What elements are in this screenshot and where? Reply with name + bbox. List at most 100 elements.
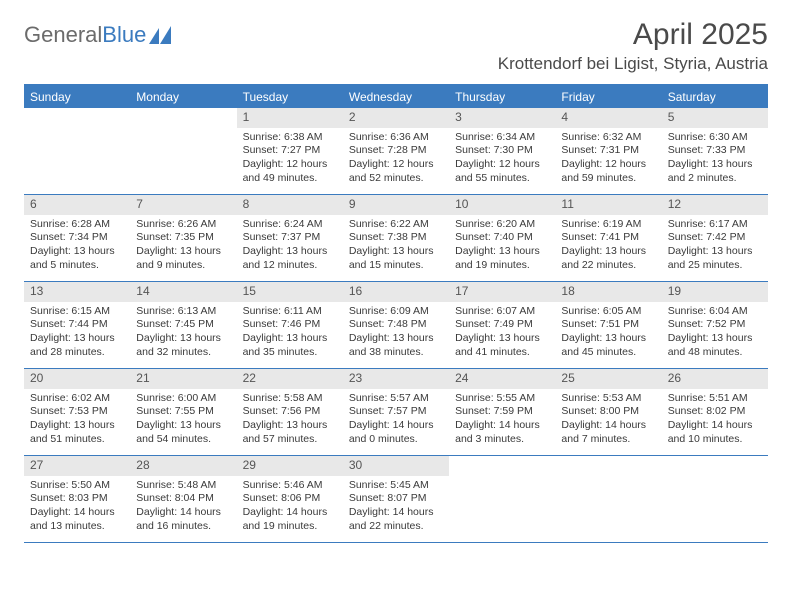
sunset-text: Sunset: 7:46 PM	[243, 318, 337, 332]
daylight1-text: Daylight: 14 hours	[349, 419, 443, 433]
day-number: 4	[555, 108, 661, 128]
sunrise-text: Sunrise: 6:22 AM	[349, 218, 443, 232]
week-row: 13Sunrise: 6:15 AMSunset: 7:44 PMDayligh…	[24, 282, 768, 369]
day-number: 28	[130, 456, 236, 476]
day-cell: 4Sunrise: 6:32 AMSunset: 7:31 PMDaylight…	[555, 108, 661, 194]
sunrise-text: Sunrise: 6:00 AM	[136, 392, 230, 406]
day-body: Sunrise: 6:34 AMSunset: 7:30 PMDaylight:…	[449, 128, 555, 190]
day-cell: 13Sunrise: 6:15 AMSunset: 7:44 PMDayligh…	[24, 282, 130, 368]
day-number: 25	[555, 369, 661, 389]
daylight2-text: and 19 minutes.	[455, 259, 549, 273]
sunrise-text: Sunrise: 6:34 AM	[455, 131, 549, 145]
day-cell	[130, 108, 236, 194]
day-cell: 17Sunrise: 6:07 AMSunset: 7:49 PMDayligh…	[449, 282, 555, 368]
day-number: 18	[555, 282, 661, 302]
day-number: 7	[130, 195, 236, 215]
daylight1-text: Daylight: 14 hours	[455, 419, 549, 433]
day-number: 19	[662, 282, 768, 302]
day-number: 27	[24, 456, 130, 476]
day-cell: 22Sunrise: 5:58 AMSunset: 7:56 PMDayligh…	[237, 369, 343, 455]
day-cell: 16Sunrise: 6:09 AMSunset: 7:48 PMDayligh…	[343, 282, 449, 368]
sunrise-text: Sunrise: 5:48 AM	[136, 479, 230, 493]
sunrise-text: Sunrise: 6:04 AM	[668, 305, 762, 319]
daylight2-text: and 49 minutes.	[243, 172, 337, 186]
sunrise-text: Sunrise: 6:32 AM	[561, 131, 655, 145]
daylight2-text: and 38 minutes.	[349, 346, 443, 360]
day-body: Sunrise: 6:05 AMSunset: 7:51 PMDaylight:…	[555, 302, 661, 364]
day-body: Sunrise: 6:36 AMSunset: 7:28 PMDaylight:…	[343, 128, 449, 190]
daylight2-text: and 5 minutes.	[30, 259, 124, 273]
daylight2-text: and 9 minutes.	[136, 259, 230, 273]
daylight1-text: Daylight: 13 hours	[243, 419, 337, 433]
sunrise-text: Sunrise: 6:11 AM	[243, 305, 337, 319]
daylight1-text: Daylight: 13 hours	[136, 245, 230, 259]
week-row: 6Sunrise: 6:28 AMSunset: 7:34 PMDaylight…	[24, 195, 768, 282]
day-body: Sunrise: 6:02 AMSunset: 7:53 PMDaylight:…	[24, 389, 130, 451]
sunset-text: Sunset: 7:30 PM	[455, 144, 549, 158]
daylight2-text: and 52 minutes.	[349, 172, 443, 186]
day-body: Sunrise: 6:00 AMSunset: 7:55 PMDaylight:…	[130, 389, 236, 451]
day-body: Sunrise: 6:30 AMSunset: 7:33 PMDaylight:…	[662, 128, 768, 190]
day-cell: 28Sunrise: 5:48 AMSunset: 8:04 PMDayligh…	[130, 456, 236, 542]
weekday-wednesday: Wednesday	[343, 86, 449, 108]
sunrise-text: Sunrise: 5:51 AM	[668, 392, 762, 406]
daylight2-text: and 48 minutes.	[668, 346, 762, 360]
sunset-text: Sunset: 8:07 PM	[349, 492, 443, 506]
day-body: Sunrise: 5:45 AMSunset: 8:07 PMDaylight:…	[343, 476, 449, 538]
daylight1-text: Daylight: 13 hours	[561, 245, 655, 259]
day-body: Sunrise: 5:48 AMSunset: 8:04 PMDaylight:…	[130, 476, 236, 538]
day-number: 10	[449, 195, 555, 215]
daylight2-text: and 16 minutes.	[136, 520, 230, 534]
sunset-text: Sunset: 7:45 PM	[136, 318, 230, 332]
daylight1-text: Daylight: 14 hours	[243, 506, 337, 520]
day-body: Sunrise: 6:07 AMSunset: 7:49 PMDaylight:…	[449, 302, 555, 364]
daylight2-text: and 7 minutes.	[561, 433, 655, 447]
daylight2-text: and 51 minutes.	[30, 433, 124, 447]
day-body: Sunrise: 5:50 AMSunset: 8:03 PMDaylight:…	[24, 476, 130, 538]
sunrise-text: Sunrise: 5:58 AM	[243, 392, 337, 406]
day-cell: 26Sunrise: 5:51 AMSunset: 8:02 PMDayligh…	[662, 369, 768, 455]
sunset-text: Sunset: 7:35 PM	[136, 231, 230, 245]
weekday-tuesday: Tuesday	[237, 86, 343, 108]
sunset-text: Sunset: 7:42 PM	[668, 231, 762, 245]
sunset-text: Sunset: 8:03 PM	[30, 492, 124, 506]
sunrise-text: Sunrise: 6:19 AM	[561, 218, 655, 232]
daylight1-text: Daylight: 13 hours	[349, 332, 443, 346]
location-text: Krottendorf bei Ligist, Styria, Austria	[498, 54, 768, 74]
daylight1-text: Daylight: 13 hours	[243, 245, 337, 259]
sunset-text: Sunset: 7:44 PM	[30, 318, 124, 332]
day-cell: 25Sunrise: 5:53 AMSunset: 8:00 PMDayligh…	[555, 369, 661, 455]
day-body: Sunrise: 6:13 AMSunset: 7:45 PMDaylight:…	[130, 302, 236, 364]
day-body: Sunrise: 6:24 AMSunset: 7:37 PMDaylight:…	[237, 215, 343, 277]
day-body: Sunrise: 6:11 AMSunset: 7:46 PMDaylight:…	[237, 302, 343, 364]
daylight2-text: and 57 minutes.	[243, 433, 337, 447]
day-number: 8	[237, 195, 343, 215]
day-body: Sunrise: 5:53 AMSunset: 8:00 PMDaylight:…	[555, 389, 661, 451]
daylight1-text: Daylight: 14 hours	[349, 506, 443, 520]
day-cell	[555, 456, 661, 542]
day-cell: 27Sunrise: 5:50 AMSunset: 8:03 PMDayligh…	[24, 456, 130, 542]
day-cell: 2Sunrise: 6:36 AMSunset: 7:28 PMDaylight…	[343, 108, 449, 194]
daylight2-text: and 28 minutes.	[30, 346, 124, 360]
day-cell: 12Sunrise: 6:17 AMSunset: 7:42 PMDayligh…	[662, 195, 768, 281]
day-number: 20	[24, 369, 130, 389]
daylight2-text: and 10 minutes.	[668, 433, 762, 447]
day-body: Sunrise: 6:32 AMSunset: 7:31 PMDaylight:…	[555, 128, 661, 190]
sunset-text: Sunset: 7:33 PM	[668, 144, 762, 158]
day-cell: 5Sunrise: 6:30 AMSunset: 7:33 PMDaylight…	[662, 108, 768, 194]
day-number: 12	[662, 195, 768, 215]
day-cell: 24Sunrise: 5:55 AMSunset: 7:59 PMDayligh…	[449, 369, 555, 455]
sunset-text: Sunset: 7:38 PM	[349, 231, 443, 245]
sunrise-text: Sunrise: 5:46 AM	[243, 479, 337, 493]
day-cell	[449, 456, 555, 542]
day-body: Sunrise: 5:55 AMSunset: 7:59 PMDaylight:…	[449, 389, 555, 451]
daylight2-text: and 22 minutes.	[349, 520, 443, 534]
sunset-text: Sunset: 7:52 PM	[668, 318, 762, 332]
daylight1-text: Daylight: 13 hours	[136, 419, 230, 433]
weekday-saturday: Saturday	[662, 86, 768, 108]
daylight2-text: and 32 minutes.	[136, 346, 230, 360]
day-cell: 9Sunrise: 6:22 AMSunset: 7:38 PMDaylight…	[343, 195, 449, 281]
day-number: 29	[237, 456, 343, 476]
calendar: Sunday Monday Tuesday Wednesday Thursday…	[24, 84, 768, 543]
day-body: Sunrise: 5:46 AMSunset: 8:06 PMDaylight:…	[237, 476, 343, 538]
